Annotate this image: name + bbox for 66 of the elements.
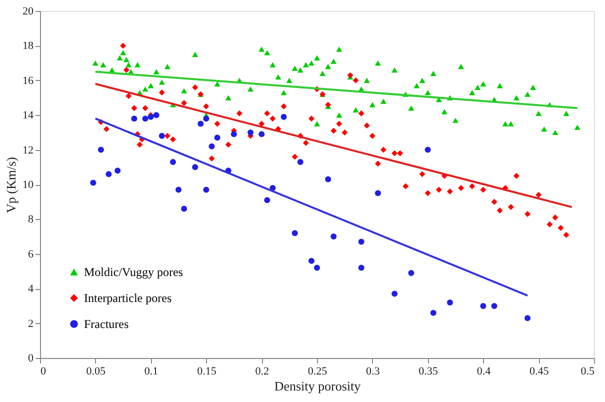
- point: [424, 146, 431, 153]
- point: [308, 258, 314, 264]
- x-tick-label: 0.15: [197, 366, 217, 378]
- point: [142, 116, 148, 122]
- x-tick-label: 0.2: [255, 366, 269, 378]
- x-tick-label: 0.1: [144, 366, 158, 378]
- x-tick-label: 0.35: [418, 366, 438, 378]
- point: [408, 270, 414, 276]
- legend-label: Interparticle pores: [84, 291, 172, 305]
- point: [297, 158, 304, 165]
- y-tick-label: 0: [28, 352, 34, 364]
- y-tick-label: 20: [22, 6, 34, 18]
- x-tick-label: 0.4: [476, 366, 492, 378]
- x-tick-label: 0.3: [366, 366, 380, 378]
- point: [153, 112, 160, 118]
- point: [192, 164, 198, 170]
- point: [90, 180, 96, 186]
- point: [524, 315, 531, 322]
- x-tick-label: 0: [40, 366, 46, 378]
- x-axis-title: Density porosity: [274, 378, 362, 394]
- y-tick-label: 2: [28, 318, 34, 330]
- point: [374, 190, 381, 196]
- point: [264, 197, 270, 204]
- point: [98, 146, 104, 153]
- point: [214, 134, 220, 141]
- y-axis-title: Vp (Km/s): [4, 157, 18, 213]
- x-tick-label: 0.5: [580, 366, 595, 378]
- x-tick-label: 0.25: [308, 366, 328, 378]
- y-tick-label: 16: [22, 74, 34, 87]
- point: [330, 234, 337, 240]
- point: [248, 129, 254, 136]
- point: [292, 230, 298, 236]
- y-tick-label: 10: [22, 179, 34, 191]
- point: [358, 238, 364, 245]
- point: [280, 114, 287, 120]
- x-tick-label: 0.05: [86, 366, 106, 378]
- legend-label: Fractures: [84, 317, 129, 331]
- point: [181, 206, 188, 212]
- point: [131, 116, 138, 122]
- point: [106, 171, 112, 178]
- point: [314, 264, 320, 271]
- y-tick-label: 14: [22, 110, 34, 122]
- point: [158, 132, 165, 139]
- y-tick-label: 4: [28, 283, 34, 296]
- point: [430, 310, 436, 316]
- point: [358, 264, 364, 271]
- point: [392, 290, 398, 297]
- point: [114, 168, 121, 174]
- point: [170, 158, 176, 165]
- point: [446, 299, 453, 306]
- point: [203, 186, 210, 193]
- y-tick-label: 12: [22, 144, 34, 156]
- point: [198, 120, 204, 127]
- y-tick-label: 6: [28, 248, 34, 260]
- point: [208, 143, 215, 150]
- x-tick-label: 0.45: [529, 366, 550, 378]
- point: [325, 176, 332, 182]
- point: [491, 302, 498, 309]
- point: [203, 116, 210, 122]
- point: [258, 131, 265, 138]
- y-tick-label: 8: [28, 214, 34, 226]
- point: [176, 186, 182, 193]
- point: [230, 131, 237, 138]
- legend-label: Moldic/Vuggy pores: [84, 265, 184, 279]
- y-tick-label: 18: [22, 40, 34, 52]
- point: [480, 302, 486, 309]
